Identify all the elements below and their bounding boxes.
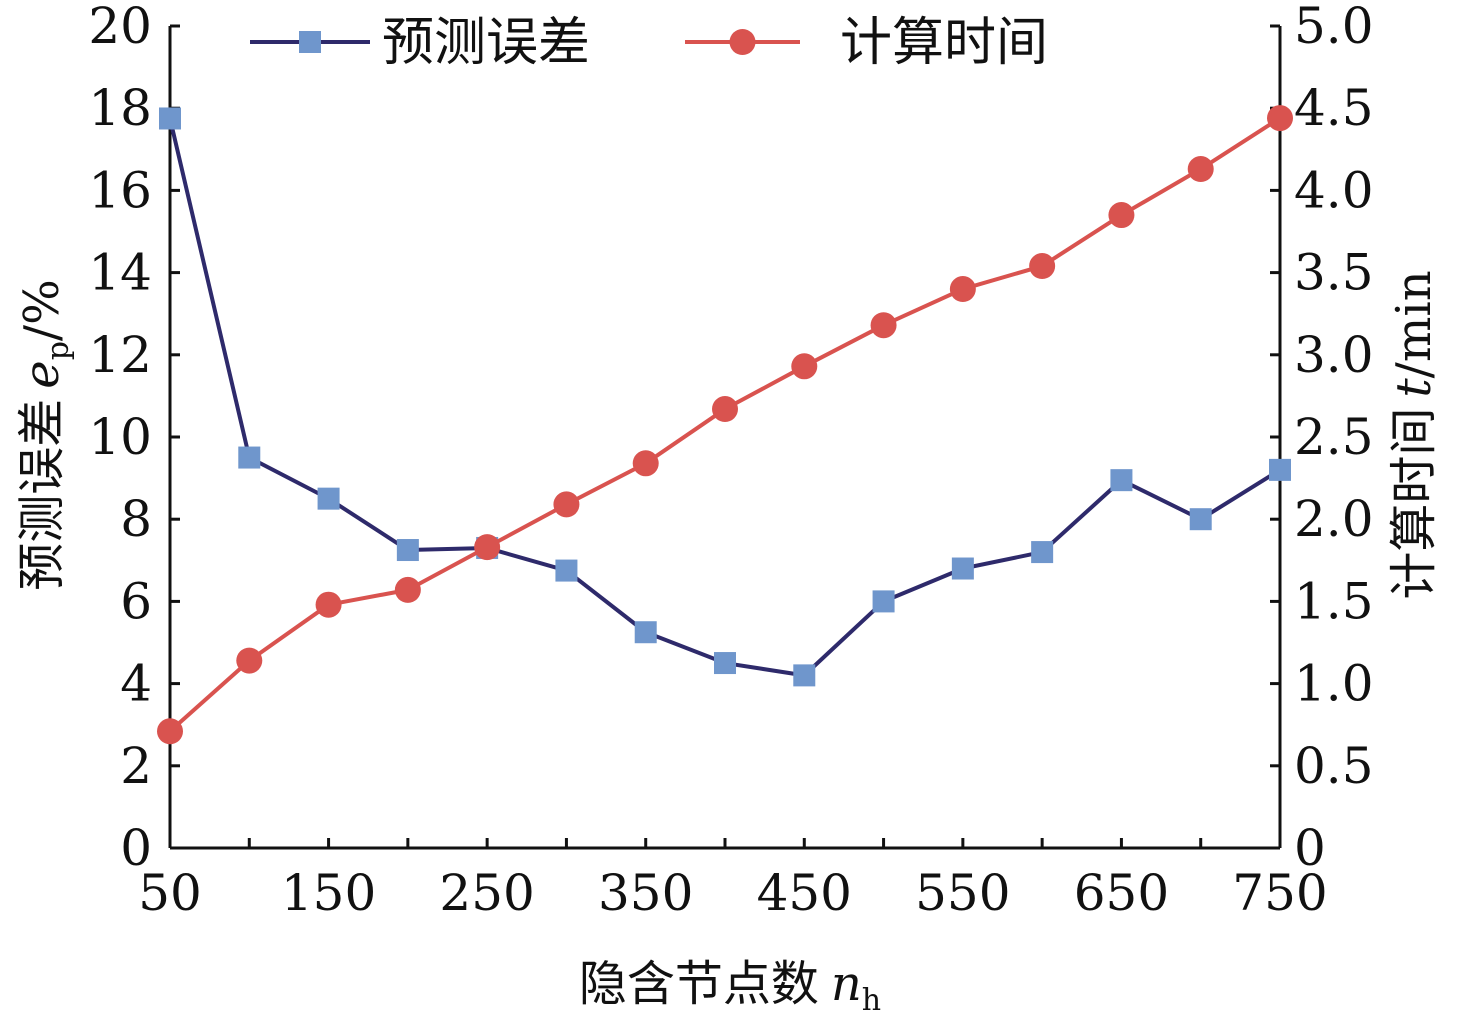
time-point [1267,105,1293,132]
left-y-tick-label: 20 [88,0,152,55]
right-axis-title-symbol: t [1386,378,1442,398]
x-axis-title-text: 隐含节点数 [579,956,819,1012]
x-tick-label: 550 [915,864,1010,922]
error-point [555,559,578,582]
error-point [1110,469,1133,492]
x-tick-label: 450 [757,864,852,922]
time-point [712,396,738,423]
left-y-tick-label: 6 [120,572,152,630]
left-y-tick-label: 16 [88,161,152,219]
right-y-tick-label: 0 [1294,819,1326,877]
x-axis-title-symbol: n [831,956,862,1012]
time-point [236,647,263,674]
left-y-tick-label: 14 [88,244,152,302]
legend-item-time-marker [729,29,756,55]
right-y-tick-label: 3.5 [1294,244,1374,302]
axes-group: 0 2 4 6 8 10 12 14 16 18 20 0 0.5 1.0 1.5 2.0 2.5 3.0 3.5 4… [88,0,1373,922]
left-axis-title-symbol: e [14,360,70,388]
error-point [1189,508,1212,531]
left-y-tick-label: 8 [120,490,152,548]
time-point [1029,253,1056,280]
error-point [793,664,816,687]
right-y-tick-label: 4.5 [1294,79,1374,137]
legend-item-error-label: 预测误差 [382,13,590,73]
time-point [632,450,659,477]
right-y-tick-label: 1.0 [1294,655,1374,713]
right-y-tick-label: 3.0 [1294,326,1374,384]
error-point [238,446,261,469]
x-tick-label: 750 [1232,864,1327,922]
left-y-tick-label: 10 [88,408,152,466]
right-y-tick-label: 4.0 [1294,161,1374,219]
x-tick-label: 650 [1074,864,1169,922]
left-axis-title-subscript: p [41,341,76,360]
time-point [157,718,183,745]
time-point [553,491,580,518]
error-point [317,487,340,510]
x-tick-label: 350 [598,864,693,922]
left-y-tick-label: 18 [88,79,152,137]
right-axis-title-unit: /min [1386,270,1442,378]
error-point [1031,541,1054,564]
right-axis-title-text: 计算时间 [1386,408,1442,600]
time-point [474,534,501,561]
left-axis-title: 预测误差 ep/% [14,279,76,590]
right-y-tick-label: 0.5 [1294,737,1374,795]
right-y-tick-label: 2.0 [1294,490,1374,548]
legend-item-error-marker [299,31,321,53]
right-y-tick-label: 1.5 [1294,572,1374,630]
time-point [791,353,818,380]
error-point [396,539,419,562]
legend-item-time-label: 计算时间 [840,13,1048,73]
x-tick-label: 50 [138,864,202,922]
time-point [1187,156,1214,183]
left-axis-title-text: 预测误差 [14,399,70,591]
right-axis-title: 计算时间 t/min [1386,270,1442,599]
error-point [951,557,974,580]
right-y-tick-label: 5.0 [1294,0,1374,55]
error-point [634,621,657,644]
error-point [1269,458,1291,481]
time-point [949,276,976,303]
legend: 预测误差 计算时间 [250,13,1048,73]
x-tick-label: 250 [439,864,534,922]
x-tick-label: 150 [281,864,376,922]
x-axis-title: 隐含节点数 nh [579,956,881,1015]
x-axis-title-subscript: h [862,983,881,1015]
left-y-tick-label: 2 [120,737,152,795]
left-y-tick-label: 0 [120,819,152,877]
time-point [394,576,421,603]
error-point [159,107,181,130]
left-y-tick-label: 12 [88,326,152,384]
error-point [872,590,895,613]
right-y-tick-label: 2.5 [1294,408,1374,466]
series-group [157,105,1293,745]
time-point [1108,202,1135,229]
time-point [315,591,342,618]
left-y-tick-label: 4 [120,655,152,713]
left-axis-title-unit: /% [14,279,70,341]
time-point [870,312,897,339]
error-point [714,652,736,675]
